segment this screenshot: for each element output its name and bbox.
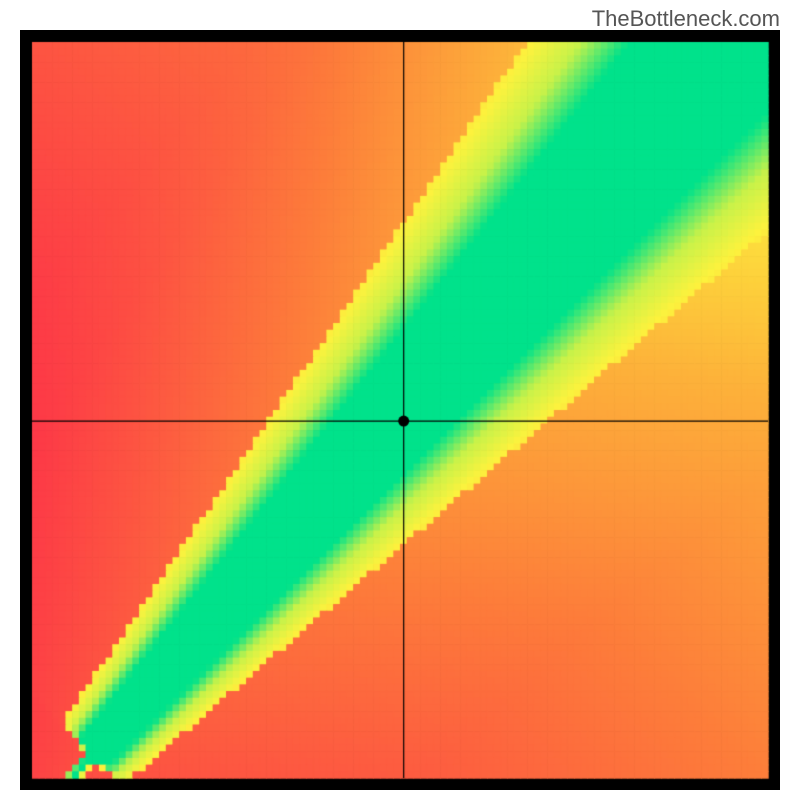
watermark-text: TheBottleneck.com — [592, 6, 780, 32]
bottleneck-heatmap — [20, 30, 780, 790]
page-container: TheBottleneck.com — [0, 0, 800, 800]
heatmap-canvas — [20, 30, 780, 790]
